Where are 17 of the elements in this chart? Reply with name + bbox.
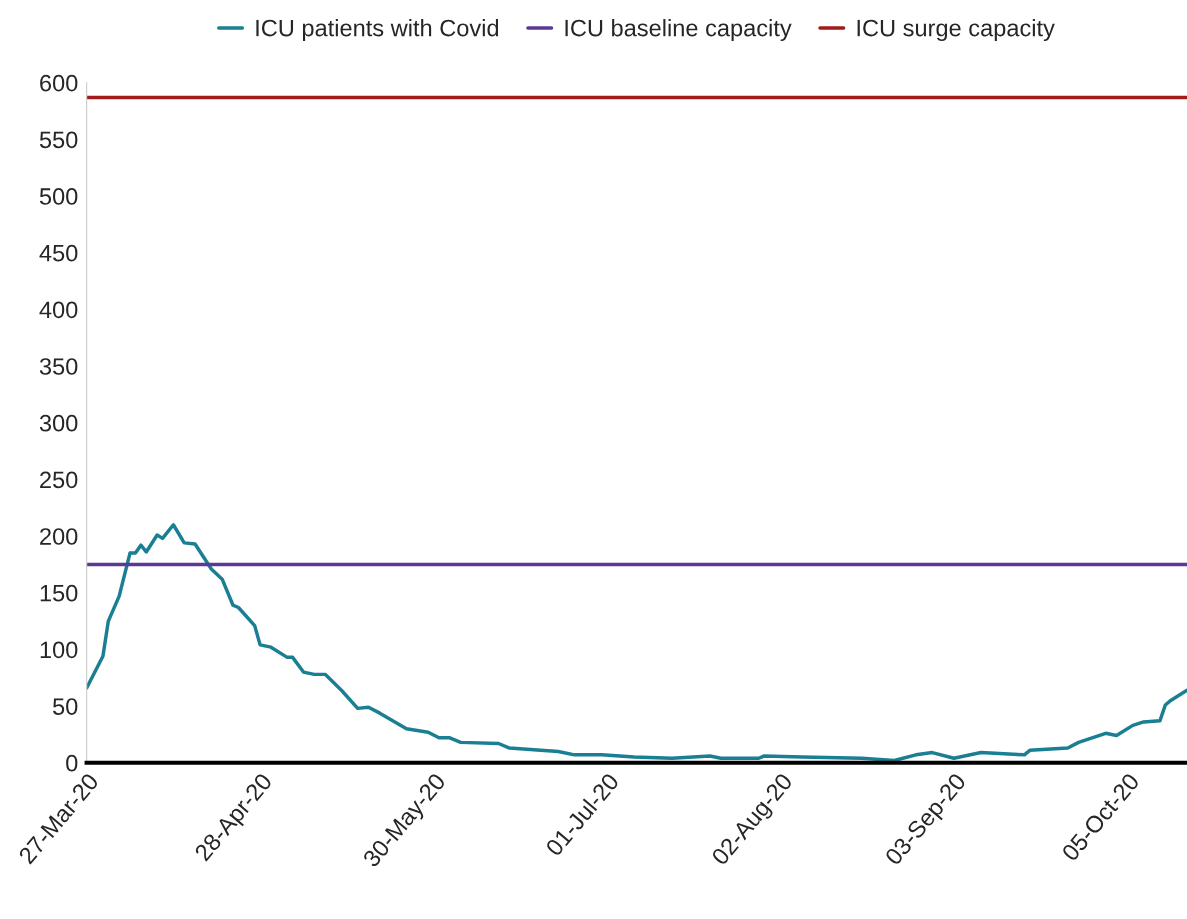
y-tick-label: 150 — [40, 584, 78, 602]
y-tick-label: 200 — [40, 528, 78, 545]
y-tick-label: 400 — [39, 301, 78, 319]
y-tick-label: 300 — [39, 414, 78, 432]
y-tick-label: 450 — [39, 244, 78, 262]
legend-label: ICU baseline capacity — [565, 19, 792, 42]
y-tick-label: 550 — [39, 131, 78, 149]
y-tick-label: 250 — [40, 471, 78, 489]
y-tick-label: 50 — [53, 698, 78, 715]
y-tick-label: 0 — [66, 754, 78, 772]
legend-label: ICU surge capacity — [857, 19, 1055, 42]
legend-label: ICU patients with Covid — [256, 19, 499, 42]
y-tick-label: 350 — [39, 358, 78, 375]
line-series — [86, 523, 1187, 763]
y-tick-label: 100 — [40, 641, 78, 659]
y-tick-label: 500 — [39, 188, 78, 205]
y-tick-label: 600 — [40, 74, 78, 92]
